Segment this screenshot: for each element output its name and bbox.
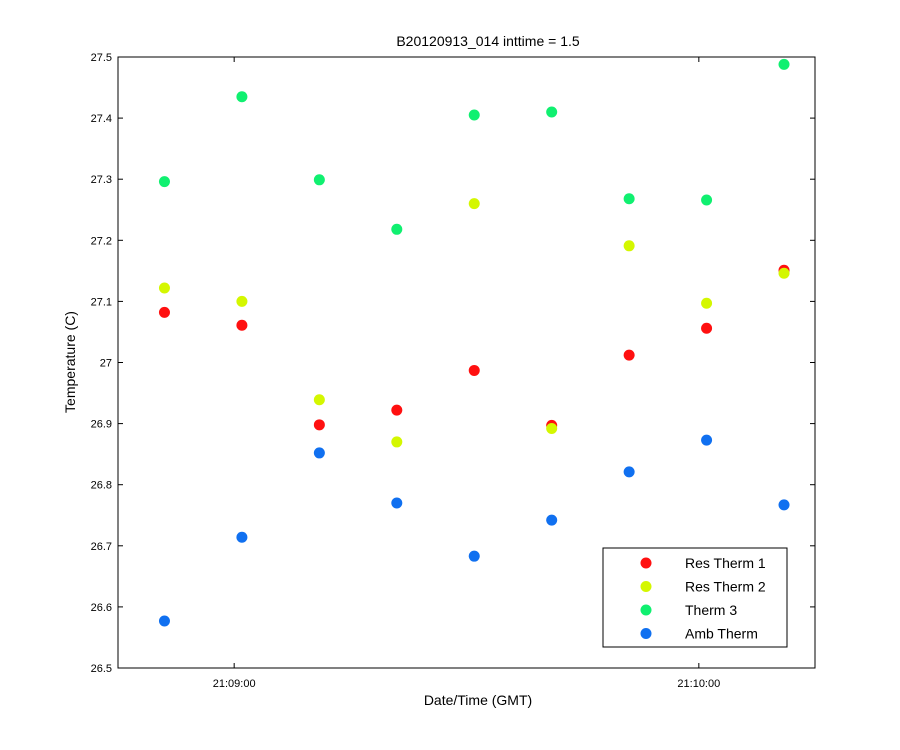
y-tick-label: 27.5 [91, 52, 112, 64]
y-tick-label: 26.8 [91, 480, 112, 492]
legend-label: Therm 3 [685, 602, 737, 618]
y-tick-label: 27.1 [91, 296, 112, 308]
legend-marker [640, 557, 652, 569]
y-axis: 26.5 26.6 26.7 26.8 26.9 27 27.1 27.2 27.3 27.4 27… [91, 52, 815, 675]
x-tick-label: 21:09:00 [213, 678, 256, 690]
point-series-2-9 [778, 267, 790, 279]
y-tick-label: 26.9 [91, 419, 112, 431]
x-tick-label: 21:10:00 [677, 678, 720, 690]
point-series-4-1 [158, 615, 170, 627]
point-series-4-4 [391, 497, 403, 509]
point-series-3-9 [778, 58, 790, 70]
point-series-4-2 [236, 531, 248, 543]
point-series-2-3 [313, 394, 325, 406]
point-series-3-2 [236, 91, 248, 103]
point-series-1-5 [468, 364, 480, 376]
legend-marker [640, 604, 652, 616]
point-series-2-4 [391, 436, 403, 448]
point-series-2-7 [623, 240, 635, 252]
y-tick-label: 27.4 [91, 113, 112, 125]
y-tick-label: 27.3 [91, 174, 112, 186]
point-series-3-7 [623, 193, 635, 205]
y-tick-label: 27.2 [91, 235, 112, 247]
y-tick-label: 27 [100, 358, 112, 370]
point-series-4-9 [778, 499, 790, 511]
point-series-1-8 [701, 322, 713, 334]
chart-title: B20120913_014 inttime = 1.5 [396, 33, 580, 49]
point-series-1-4 [391, 404, 403, 416]
x-axis-label: Date/Time (GMT) [424, 692, 532, 708]
point-series-4-8 [701, 434, 713, 446]
point-series-4-6 [546, 514, 558, 526]
point-series-2-6 [546, 422, 558, 434]
point-series-1-1 [158, 306, 170, 318]
point-series-2-2 [236, 295, 248, 307]
point-series-3-4 [391, 223, 403, 235]
point-series-2-8 [701, 297, 713, 309]
point-series-2-5 [468, 198, 480, 210]
point-series-3-6 [546, 106, 558, 118]
y-tick-label: 26.6 [91, 602, 112, 614]
legend-label: Amb Therm [685, 626, 758, 642]
point-series-1-7 [623, 349, 635, 361]
y-tick-label: 26.7 [91, 541, 112, 553]
point-series-3-5 [468, 109, 480, 121]
legend-marker [640, 628, 652, 639]
x-axis: 21:09:00 21:10:00 [213, 57, 720, 690]
legend-box [602, 547, 788, 648]
point-series-2-1 [158, 282, 170, 294]
point-series-3-3 [313, 174, 325, 186]
legend-label: Res Therm 1 [685, 555, 766, 571]
point-series-3-1 [158, 176, 170, 188]
point-series-4-5 [468, 550, 480, 562]
point-series-3-8 [701, 194, 713, 206]
y-axis-label: Temperature (C) [62, 311, 78, 413]
point-series-4-7 [623, 466, 635, 478]
point-series-4-3 [313, 447, 325, 459]
legend: Res Therm 1 Res Therm 2 Therm 3 Amb Therm [602, 547, 788, 648]
y-tick-label: 26.5 [91, 663, 112, 675]
point-series-1-3 [313, 419, 325, 431]
legend-marker [640, 581, 652, 592]
data-points [158, 58, 790, 627]
legend-label: Res Therm 2 [685, 579, 766, 595]
point-series-1-2 [236, 319, 248, 331]
